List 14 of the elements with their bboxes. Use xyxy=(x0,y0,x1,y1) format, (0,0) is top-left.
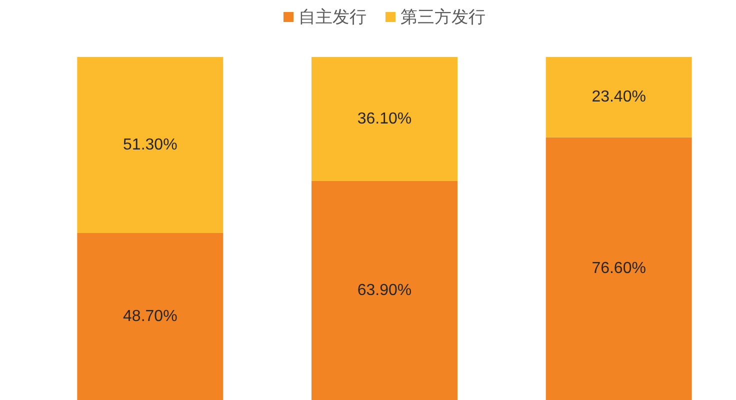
bar xyxy=(77,57,224,233)
bar xyxy=(77,232,224,400)
bar xyxy=(312,57,458,181)
data-label: 51.30% xyxy=(123,136,178,154)
data-label: 76.60% xyxy=(592,260,646,278)
data-label: 23.40% xyxy=(592,88,646,106)
legend-label: 自主发行 xyxy=(298,8,366,26)
data-label: 63.90% xyxy=(357,282,412,299)
data-label: 36.10% xyxy=(357,110,412,128)
bar xyxy=(312,180,458,400)
bar xyxy=(546,137,692,400)
bar xyxy=(546,57,692,138)
data-label: 48.70% xyxy=(123,308,178,325)
legend-label: 第三方发行 xyxy=(400,8,486,26)
